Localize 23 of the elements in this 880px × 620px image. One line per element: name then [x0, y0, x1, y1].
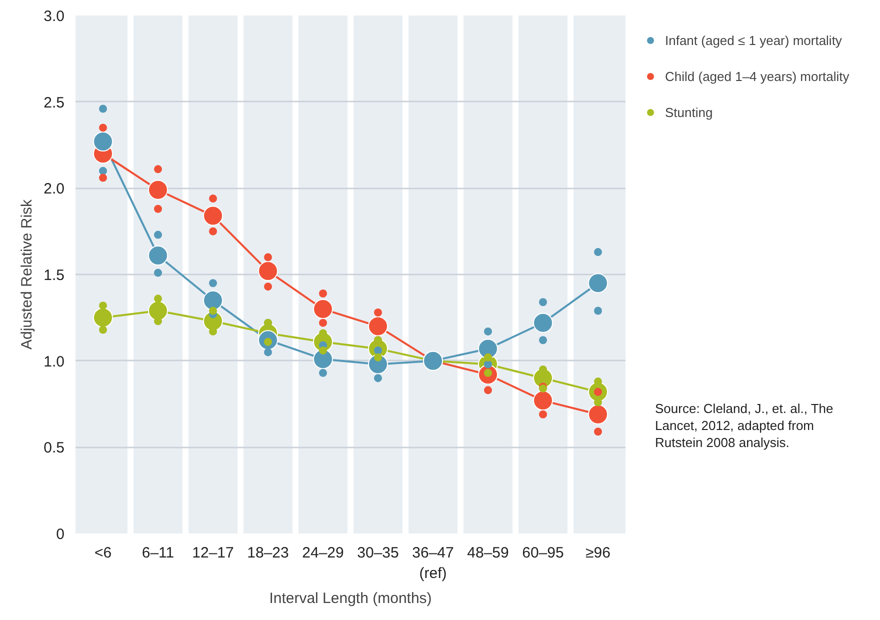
- y-tick-label: 3.0: [44, 8, 65, 25]
- x-tick-label: 30–35: [357, 544, 399, 562]
- y-tick-label: 0: [56, 526, 64, 543]
- y-axis-title: Adjusted Relative Risk: [18, 198, 36, 350]
- x-tick-label: 12–17: [192, 544, 234, 562]
- legend-label: Infant (aged ≤ 1 year) mortality: [665, 32, 842, 50]
- y-tick-label: 2.5: [44, 94, 65, 112]
- y-tick-label: 2.0: [44, 180, 65, 198]
- legend-label: Child (aged 1–4 years) mortality: [665, 68, 850, 86]
- x-axis-title: Interval Length (months): [269, 590, 432, 607]
- x-tick-label: 6–11: [142, 544, 174, 562]
- y-tick-label: 1.5: [44, 267, 65, 284]
- x-tick-label: 48–59: [467, 544, 509, 562]
- x-tick-label: ≥96: [586, 544, 610, 562]
- y-tick-label: 1.0: [44, 353, 65, 370]
- legend-label: Stunting: [665, 104, 713, 122]
- source-note: Source: Cleland, J., et. al., The Lancet, 2012, adapted from Rutstein 2008 analysis.: [655, 400, 834, 451]
- x-tick-label: 24–29: [302, 544, 344, 562]
- x-tick-label: 60–95: [522, 544, 564, 562]
- x-tick-label: 18–23: [247, 544, 289, 562]
- x-tick-label: 36–47 (ref): [412, 544, 454, 582]
- x-tick-label: <6: [94, 544, 112, 562]
- y-tick-label: 0.5: [44, 440, 65, 457]
